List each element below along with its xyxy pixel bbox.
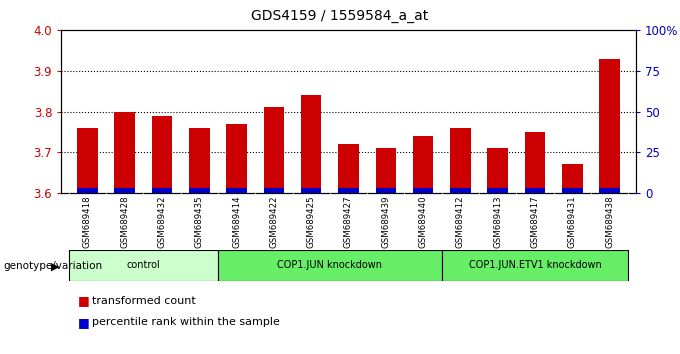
Bar <box>226 124 247 193</box>
Bar <box>488 188 508 193</box>
Bar <box>600 188 620 193</box>
Text: GSM689438: GSM689438 <box>605 196 614 249</box>
Text: ■: ■ <box>78 316 90 329</box>
Bar <box>69 250 218 281</box>
Text: GSM689439: GSM689439 <box>381 196 390 248</box>
Text: genotype/variation: genotype/variation <box>3 261 103 271</box>
Bar <box>264 108 284 193</box>
Bar <box>413 136 433 193</box>
Bar <box>442 250 628 281</box>
Bar <box>600 58 620 193</box>
Text: ■: ■ <box>78 295 90 307</box>
Text: GSM689431: GSM689431 <box>568 196 577 249</box>
Bar <box>525 188 545 193</box>
Bar <box>77 128 97 193</box>
Text: GSM689432: GSM689432 <box>158 196 167 249</box>
Text: GSM689425: GSM689425 <box>307 196 316 249</box>
Bar <box>375 188 396 193</box>
Bar <box>301 188 322 193</box>
Bar <box>525 132 545 193</box>
Bar <box>77 188 97 193</box>
Bar <box>488 148 508 193</box>
Text: COP1.JUN knockdown: COP1.JUN knockdown <box>277 261 382 270</box>
Bar <box>338 144 359 193</box>
Bar <box>264 188 284 193</box>
Text: COP1.JUN.ETV1 knockdown: COP1.JUN.ETV1 knockdown <box>469 261 601 270</box>
Bar <box>114 112 135 193</box>
Text: GSM689440: GSM689440 <box>419 196 428 249</box>
Bar <box>338 188 359 193</box>
Text: control: control <box>126 261 160 270</box>
Bar <box>562 188 583 193</box>
Text: GSM689435: GSM689435 <box>194 196 204 249</box>
Bar <box>450 128 471 193</box>
Text: GSM689418: GSM689418 <box>83 196 92 249</box>
Text: GDS4159 / 1559584_a_at: GDS4159 / 1559584_a_at <box>252 9 428 23</box>
Text: GSM689422: GSM689422 <box>269 196 278 249</box>
Bar <box>413 188 433 193</box>
Text: GSM689414: GSM689414 <box>232 196 241 249</box>
Bar <box>189 128 209 193</box>
Bar <box>152 188 172 193</box>
Bar <box>114 188 135 193</box>
Text: GSM689427: GSM689427 <box>344 196 353 249</box>
Bar <box>375 148 396 193</box>
Bar <box>189 188 209 193</box>
Text: GSM689417: GSM689417 <box>530 196 539 249</box>
Bar <box>152 116 172 193</box>
Bar <box>301 95 322 193</box>
Text: GSM689413: GSM689413 <box>493 196 503 249</box>
Text: GSM689428: GSM689428 <box>120 196 129 249</box>
Bar <box>450 188 471 193</box>
Text: percentile rank within the sample: percentile rank within the sample <box>92 317 279 327</box>
Text: ▶: ▶ <box>52 261 60 271</box>
Text: GSM689412: GSM689412 <box>456 196 465 249</box>
Bar <box>562 165 583 193</box>
Bar <box>218 250 442 281</box>
Bar <box>226 188 247 193</box>
Text: transformed count: transformed count <box>92 296 196 306</box>
